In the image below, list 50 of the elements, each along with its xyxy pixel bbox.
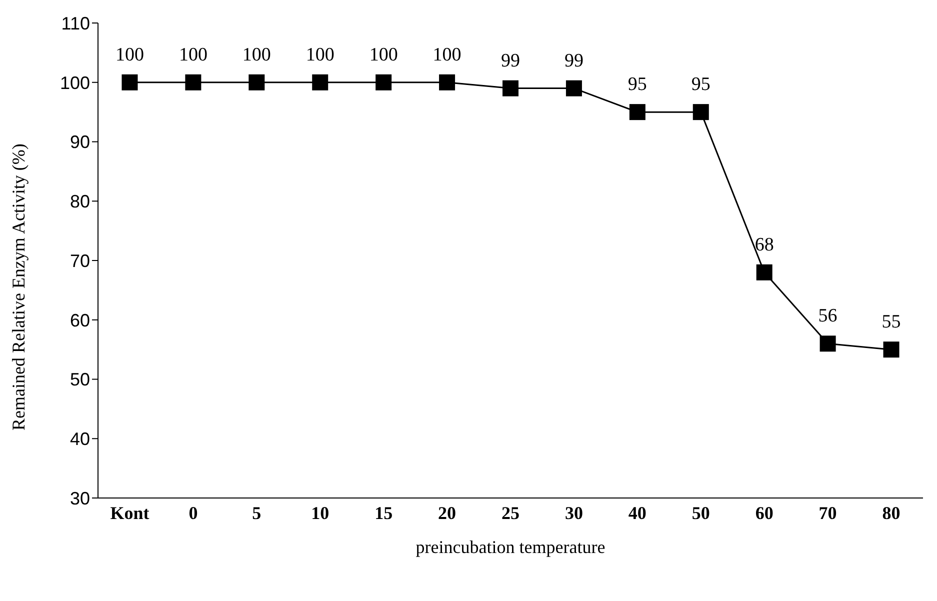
x-tick-label: 40	[628, 502, 646, 523]
point	[883, 342, 900, 358]
y-tick-label: 100	[60, 72, 90, 93]
y-tick-label: 50	[70, 370, 90, 390]
x-tick-label: 80	[882, 502, 900, 523]
x-tick-label: 70	[818, 502, 837, 523]
x-tick-label: 0	[188, 502, 198, 523]
y-tick-label: 90	[70, 132, 90, 152]
point	[629, 104, 646, 120]
y-tick-label: 40	[70, 429, 90, 450]
y-tick-label: 70	[70, 250, 90, 271]
x-axis-title: preincubation temperature	[416, 537, 606, 557]
x-tick-label: 30	[564, 502, 583, 523]
point	[185, 74, 202, 90]
point	[566, 80, 582, 96]
point	[248, 74, 265, 90]
x-tick-label: 60	[755, 502, 774, 523]
data-label: 100	[369, 44, 398, 66]
data-label: 100	[432, 44, 462, 66]
data-label: 55	[882, 312, 901, 333]
x-tick-label: 25	[502, 502, 520, 523]
x-tick-label: 15	[374, 502, 393, 523]
point	[312, 74, 328, 90]
y-tick-label: 80	[70, 192, 90, 212]
point	[376, 74, 392, 90]
data-label: 68	[754, 234, 774, 256]
data-label: 100	[242, 44, 271, 66]
point	[820, 336, 836, 352]
x-tick-label: 20	[438, 502, 456, 523]
data-label: 99	[564, 50, 584, 72]
data-label: 56	[818, 306, 838, 327]
data-label: 95	[691, 74, 710, 96]
point	[439, 74, 456, 90]
point	[502, 80, 518, 96]
point	[692, 104, 709, 120]
x-tick-label: 5	[252, 502, 262, 523]
data-label: 95	[628, 74, 647, 96]
y-tick-label: 60	[70, 310, 90, 330]
point	[122, 74, 138, 90]
data-label: 100	[115, 44, 144, 66]
x-tick-label: Kont	[110, 502, 150, 523]
point	[756, 264, 772, 280]
x-tick-label: 50	[692, 502, 710, 523]
y-tick-label: 110	[61, 13, 90, 34]
data-label: 99	[501, 50, 520, 72]
y-tick-label: 30	[70, 488, 90, 508]
y-axis-title: Remained Relative Enzym Activity (%)	[8, 144, 28, 430]
x-tick-label: 10	[311, 502, 330, 523]
data-label: 100	[306, 44, 334, 66]
data-label: 100	[178, 44, 208, 66]
